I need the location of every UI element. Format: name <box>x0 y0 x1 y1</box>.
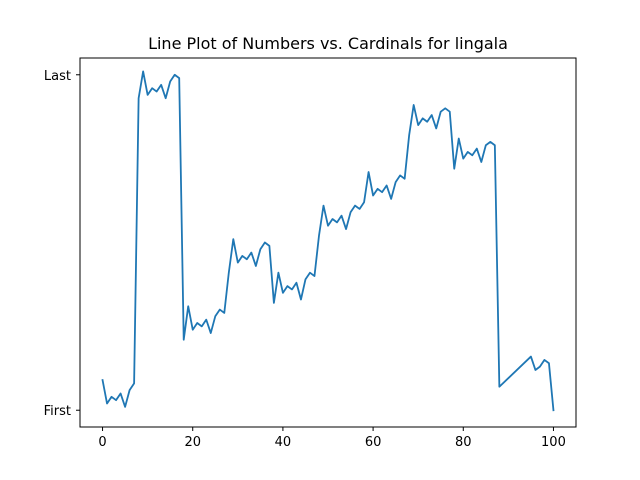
plot-frame <box>79 57 577 428</box>
x-tick-label: 20 <box>184 435 201 450</box>
x-tick-label: 60 <box>365 435 382 450</box>
x-tick-label: 40 <box>275 435 292 450</box>
y-axis: First Last <box>44 69 80 419</box>
y-tick-label: Last <box>44 69 71 84</box>
plot-area <box>101 70 555 412</box>
x-tick-label: 100 <box>541 435 566 450</box>
x-tick-label: 0 <box>98 435 106 450</box>
y-tick-label: First <box>44 404 71 419</box>
x-tick-label: 80 <box>455 435 472 450</box>
series-line-0 <box>101 70 555 412</box>
x-axis: 0 20 40 60 80 100 <box>98 427 566 450</box>
chart-title: Line Plot of Numbers vs. Cardinals for l… <box>148 34 508 53</box>
